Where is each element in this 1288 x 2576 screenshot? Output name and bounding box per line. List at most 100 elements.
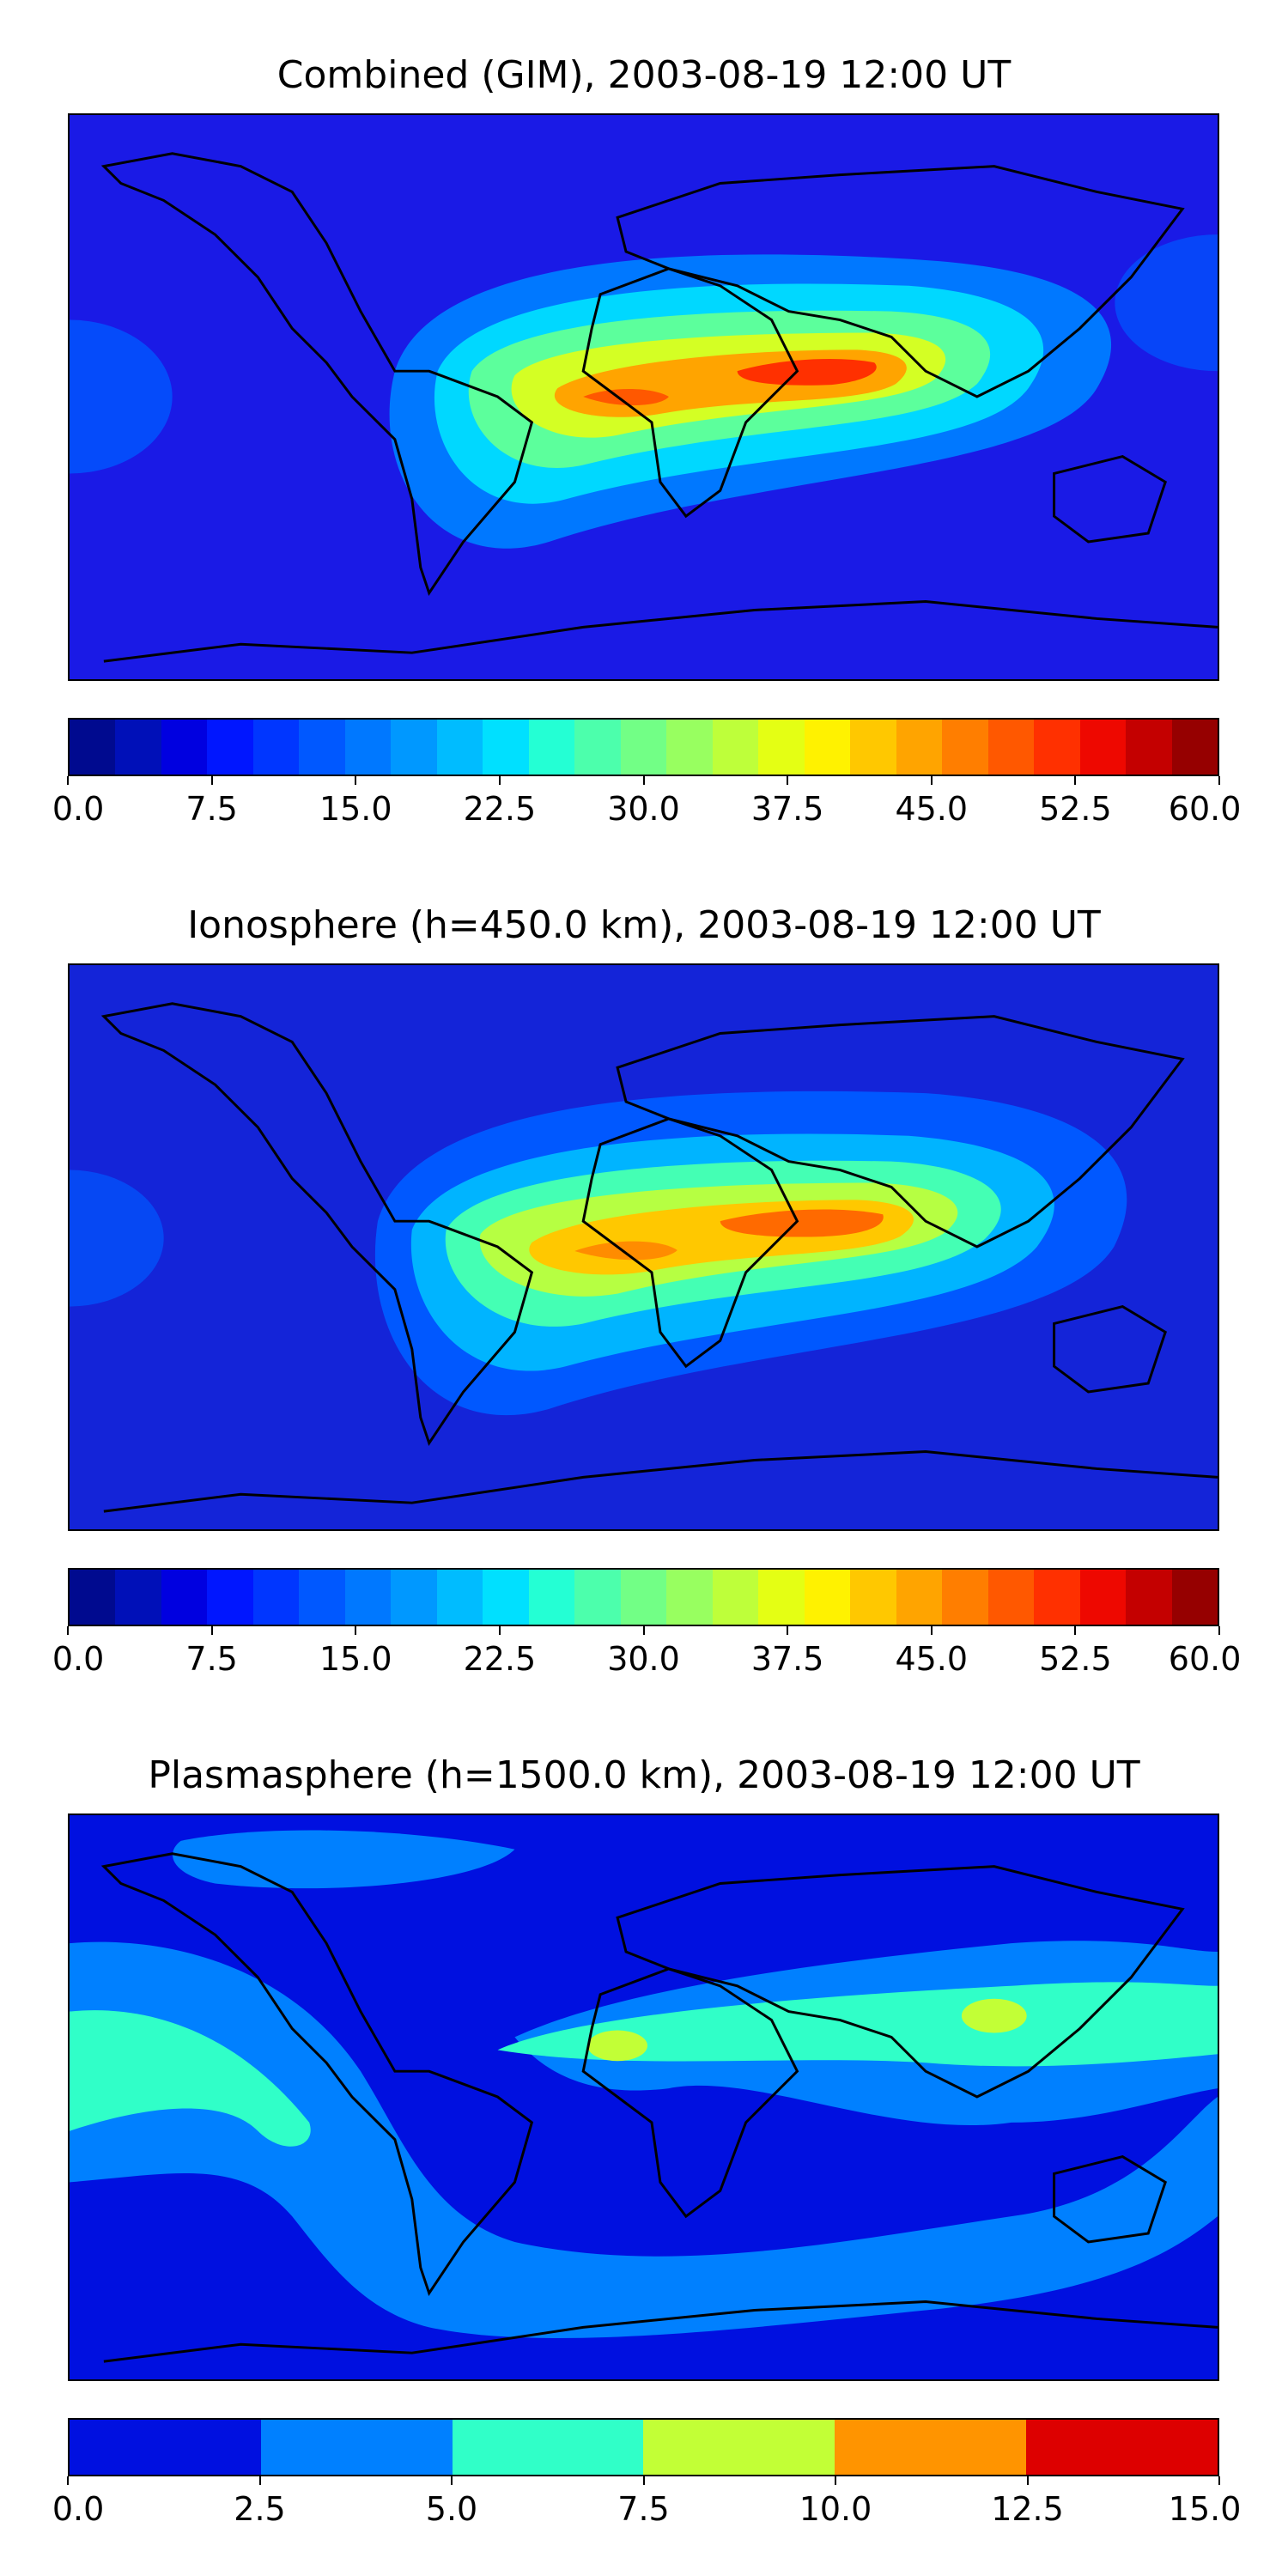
colorbar-segment (452, 2420, 644, 2475)
colorbar-segment (896, 720, 943, 775)
colorbar-tick-label: 52.5 (1039, 1640, 1112, 1678)
colorbar-tick-label: 30.0 (607, 1640, 680, 1678)
colorbar-segment (896, 1570, 943, 1625)
colorbar-segment (260, 2420, 453, 2475)
map-svg-plasmasphere (70, 1815, 1218, 2379)
colorbar-segment (161, 720, 208, 775)
colorbar-tick (355, 1626, 357, 1635)
colorbar-segment (758, 1570, 805, 1625)
colorbar-segment (1171, 720, 1218, 775)
colorbar-segment (436, 1570, 483, 1625)
colorbar-tick (210, 776, 213, 785)
colorbar-tick (1074, 1626, 1077, 1635)
colorbar-segment (1126, 1570, 1172, 1625)
colorbar-segment (620, 1570, 667, 1625)
colorbar-segment (712, 1570, 759, 1625)
colorbar-segment (483, 1570, 529, 1625)
colorbar-tick (1026, 2476, 1029, 2485)
contour-band-47 (720, 1209, 884, 1237)
map-ionosphere (68, 963, 1219, 1531)
colorbar-tick-label: 2.5 (234, 2490, 286, 2528)
map-combined (68, 113, 1219, 681)
colorbar-segment (1079, 720, 1127, 775)
map-svg-combined (70, 115, 1218, 679)
colorbar-segment (344, 1570, 392, 1625)
colorbar-tick-label: 0.0 (52, 1640, 105, 1678)
colorbar-segment (643, 2420, 835, 2475)
colorbar-ionosphere (68, 1568, 1219, 1626)
colorbar-tick (1218, 1626, 1220, 1635)
colorbar-segment (942, 1570, 988, 1625)
colorbar-tick (787, 776, 789, 785)
colorbar-segment (804, 1570, 851, 1625)
colorbar-segment (115, 1570, 161, 1625)
colorbar-segment (207, 1570, 253, 1625)
colorbar-tick-label: 7.5 (617, 2490, 670, 2528)
colorbar-segment (391, 1570, 437, 1625)
colorbar-tick (210, 1626, 213, 1635)
colorbar-tick-label: 30.0 (607, 790, 680, 828)
colorbar-segment (850, 720, 896, 775)
colorbar-tick (498, 776, 501, 785)
colorbar-segment (436, 720, 483, 775)
colorbar-segment (207, 720, 253, 775)
colorbar-segment (299, 1570, 345, 1625)
colorbar-tick (1218, 776, 1220, 785)
colorbar-segment (712, 720, 759, 775)
colorbar-segment (483, 720, 529, 775)
coastlines (100, 152, 1218, 663)
contour-band-5.0 (70, 2010, 311, 2147)
colorbar-ticks-combined: 0.0 7.5 15.0 22.5 30.0 37.5 45.0 52.5 60.0 (52, 776, 1241, 828)
colorbar-tick-label: 0.0 (52, 790, 105, 828)
contour-band-50 (737, 358, 877, 386)
colorbar-segment (1026, 2420, 1218, 2475)
colorbar-segment (666, 720, 713, 775)
colorbar-segment (252, 720, 300, 775)
colorbar-segment (344, 720, 392, 775)
colorbar-tick-label: 45.0 (895, 790, 969, 828)
colorbar-segment (666, 1570, 713, 1625)
colorbar-segment (252, 1570, 300, 1625)
coastlines (100, 1852, 1218, 2363)
colorbar-tick (451, 2476, 453, 2485)
colorbar-ticks-ionosphere: 0.0 7.5 15.0 22.5 30.0 37.5 45.0 52.5 60.0 (52, 1626, 1241, 1678)
colorbar-segment (70, 2420, 261, 2475)
colorbar-segment (1171, 1570, 1218, 1625)
colorbar-tick (642, 1626, 645, 1635)
colorbar-segment (161, 1570, 208, 1625)
colorbar-segment (804, 720, 851, 775)
colorbar-segment (1034, 1570, 1080, 1625)
colorbar-tick (67, 776, 69, 785)
colorbar-tick-label: 52.5 (1039, 790, 1112, 828)
colorbar-segment (1079, 1570, 1127, 1625)
colorbar-tick-label: 45.0 (895, 1640, 969, 1678)
map-svg-ionosphere (70, 965, 1218, 1529)
colorbar-segment (574, 1570, 621, 1625)
colorbar-segment (391, 720, 437, 775)
colorbar-tick-label: 12.5 (991, 2490, 1064, 2528)
colorbar-tick (642, 2476, 645, 2485)
colorbar-tick-label: 60.0 (1168, 790, 1242, 828)
colorbar-tick (930, 776, 933, 785)
colorbar-tick-label: 0.0 (52, 2490, 105, 2528)
contour-band-7.5 (587, 2030, 647, 2062)
colorbar-plasmasphere (68, 2418, 1219, 2476)
panel-title-combined: Combined (GIM), 2003-08-19 12:00 UT (276, 53, 1012, 97)
colorbar-segment (528, 1570, 575, 1625)
colorbar-segment (574, 720, 621, 775)
colorbar-tick-label: 15.0 (319, 790, 392, 828)
colorbar-tick-label: 7.5 (185, 1640, 238, 1678)
colorbar-segment (942, 720, 988, 775)
colorbar-tick-label: 5.0 (425, 2490, 478, 2528)
colorbar-segment (1126, 720, 1172, 775)
colorbar-segment (115, 720, 161, 775)
colorbar-tick (1074, 776, 1077, 785)
colorbar-segment (835, 2420, 1027, 2475)
panel-title-ionosphere: Ionosphere (h=450.0 km), 2003-08-19 12:0… (187, 903, 1101, 947)
colorbar-tick-label: 15.0 (1168, 2490, 1242, 2528)
colorbar-segment (299, 720, 345, 775)
colorbar-tick (258, 2476, 261, 2485)
colorbar-tick-label: 37.5 (750, 790, 824, 828)
coastlines (100, 1002, 1218, 1513)
colorbar-segment (528, 720, 575, 775)
